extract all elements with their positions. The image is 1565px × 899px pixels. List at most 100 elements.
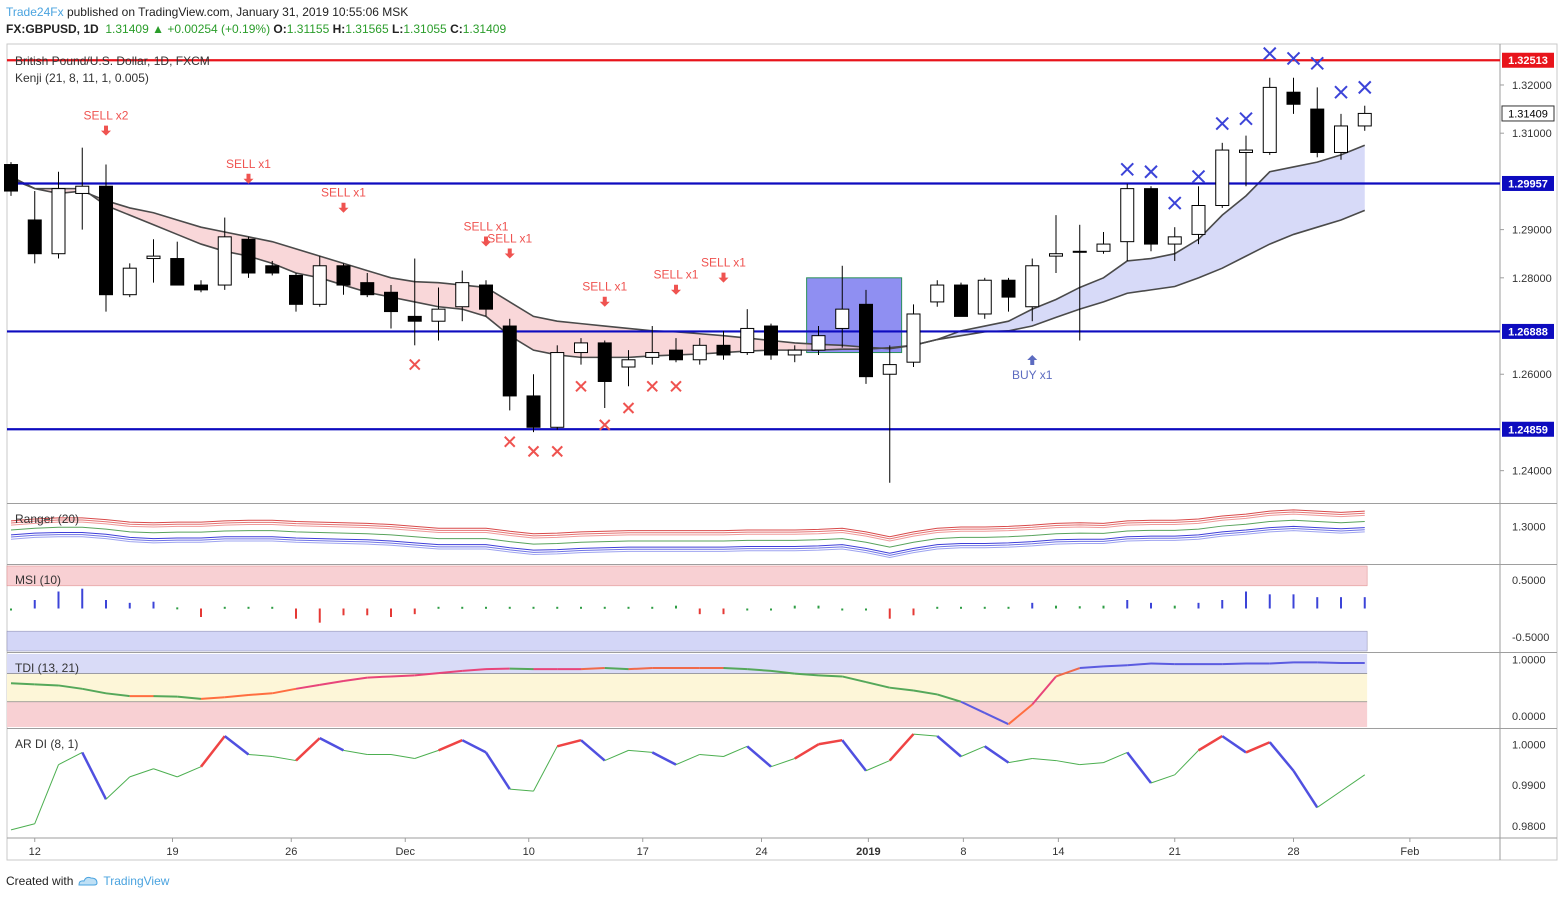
sell-arrow-icon (504, 248, 515, 259)
candle-body (431, 308, 446, 322)
candle-body (1001, 279, 1016, 298)
blue-cross-marker (1263, 46, 1277, 61)
ardi-line-segment (1103, 751, 1128, 764)
msi-bar (580, 606, 582, 609)
red-cross-marker (646, 380, 658, 393)
candle (1025, 258, 1040, 322)
time-tick-label: 2019 (856, 846, 880, 858)
candle-body (479, 284, 493, 310)
candle (550, 345, 565, 430)
sell-arrow-icon (243, 173, 254, 184)
time-tick-label: 14 (1052, 846, 1064, 858)
last-price-badge (1501, 105, 1555, 122)
brand-name[interactable]: Trade24Fx (6, 5, 64, 19)
red-cross-marker (409, 358, 421, 371)
candle (122, 263, 137, 298)
created-with-label: Created with (6, 874, 74, 888)
candle (621, 350, 636, 387)
candle (241, 236, 256, 278)
msi-bar (176, 607, 179, 610)
msi-bar (960, 606, 962, 609)
msi-tick-label: 0.5000 (1512, 575, 1546, 587)
ardi-label: AR DI (8, 1) (15, 737, 78, 751)
level-price-label: 1.32513 (1508, 55, 1548, 67)
msi-bar (1363, 597, 1366, 609)
buy-signal-label: BUY x1 (1012, 368, 1053, 382)
candle (574, 338, 588, 365)
ardi-line-segment (888, 733, 915, 762)
red-cross-marker (504, 436, 516, 448)
ardi-pane: AR DI (8, 1) 1.0000 0.9900 0.9800 (10, 733, 1546, 833)
msi-bar (1316, 597, 1319, 609)
candle-body (1049, 253, 1063, 257)
candle-body (574, 342, 588, 354)
msi-bar (1031, 602, 1034, 609)
candle-body (289, 274, 303, 305)
candle-body (930, 284, 945, 303)
candle-body (526, 395, 541, 428)
ranger-mid-line (10, 519, 1365, 548)
candle-body (170, 258, 185, 286)
ardi-line-segment (1197, 735, 1223, 752)
candle (51, 171, 66, 259)
blue-cross-marker (1215, 116, 1229, 131)
msi-bar (888, 608, 891, 619)
high-value: 1.31565 (345, 22, 389, 36)
tdi-line-segment (1031, 675, 1057, 706)
candle-body (312, 265, 327, 305)
msi-bar (271, 606, 274, 609)
ranger-pane: Ranger (20) 1.3000 (10, 509, 1546, 559)
candle-body (1191, 205, 1206, 235)
candle (906, 304, 921, 368)
ardi-line-segment (865, 760, 890, 772)
ardi-line-segment (1150, 774, 1175, 784)
last-price: 1.31409 (105, 22, 149, 36)
candle-body (1215, 149, 1230, 207)
blue-cross-marker (1310, 56, 1324, 70)
candle (1120, 183, 1135, 261)
candle (1286, 77, 1301, 114)
tdi-line-segment (485, 667, 510, 671)
candle-body (692, 344, 707, 361)
blue-cross-marker (1334, 85, 1348, 99)
msi-bar (200, 608, 202, 617)
candle-body (645, 352, 660, 358)
ardi-line-segment (604, 749, 629, 762)
candle-body (811, 335, 826, 351)
tdi-line-segment (10, 682, 35, 686)
tdi-label: TDI (13, 21) (15, 661, 79, 675)
ranger-upper-band (10, 513, 1365, 542)
time-tick-label: 10 (523, 846, 535, 858)
ardi-line-segment (414, 749, 439, 760)
msi-bar (627, 606, 630, 609)
candle-body (882, 364, 897, 375)
msi-bar (128, 602, 131, 609)
tradingview-link[interactable]: TradingView (103, 874, 170, 888)
ranger-lower-band (10, 525, 1365, 554)
candle (977, 277, 992, 319)
candle (170, 241, 185, 286)
sell-arrow-icon (101, 125, 111, 136)
msi-bar (865, 608, 867, 611)
tdi-line-segment (438, 669, 463, 675)
candle (1334, 113, 1348, 160)
high-label: H: (332, 22, 346, 36)
msi-bar (651, 606, 654, 609)
ardi-line-segment (105, 776, 131, 800)
tdi-line-segment (343, 676, 368, 682)
ardi-line-segment (1292, 770, 1319, 809)
msi-bar (1007, 606, 1010, 609)
candle-body (502, 325, 517, 397)
level-price-badge (1502, 323, 1554, 339)
ardi-line-segment (794, 743, 820, 760)
tdi-line-segment (628, 667, 653, 671)
tdi-line-segment (1007, 703, 1033, 725)
price-change: +0.00254 (+0.19%) (167, 22, 271, 36)
tdi-line-segment (580, 667, 605, 671)
msi-bar (1078, 606, 1081, 609)
tdi-line-segment (1079, 665, 1104, 670)
sell-signal-label: SELL x1 (654, 268, 699, 282)
candle (1167, 227, 1182, 261)
msi-bar (1055, 605, 1057, 609)
